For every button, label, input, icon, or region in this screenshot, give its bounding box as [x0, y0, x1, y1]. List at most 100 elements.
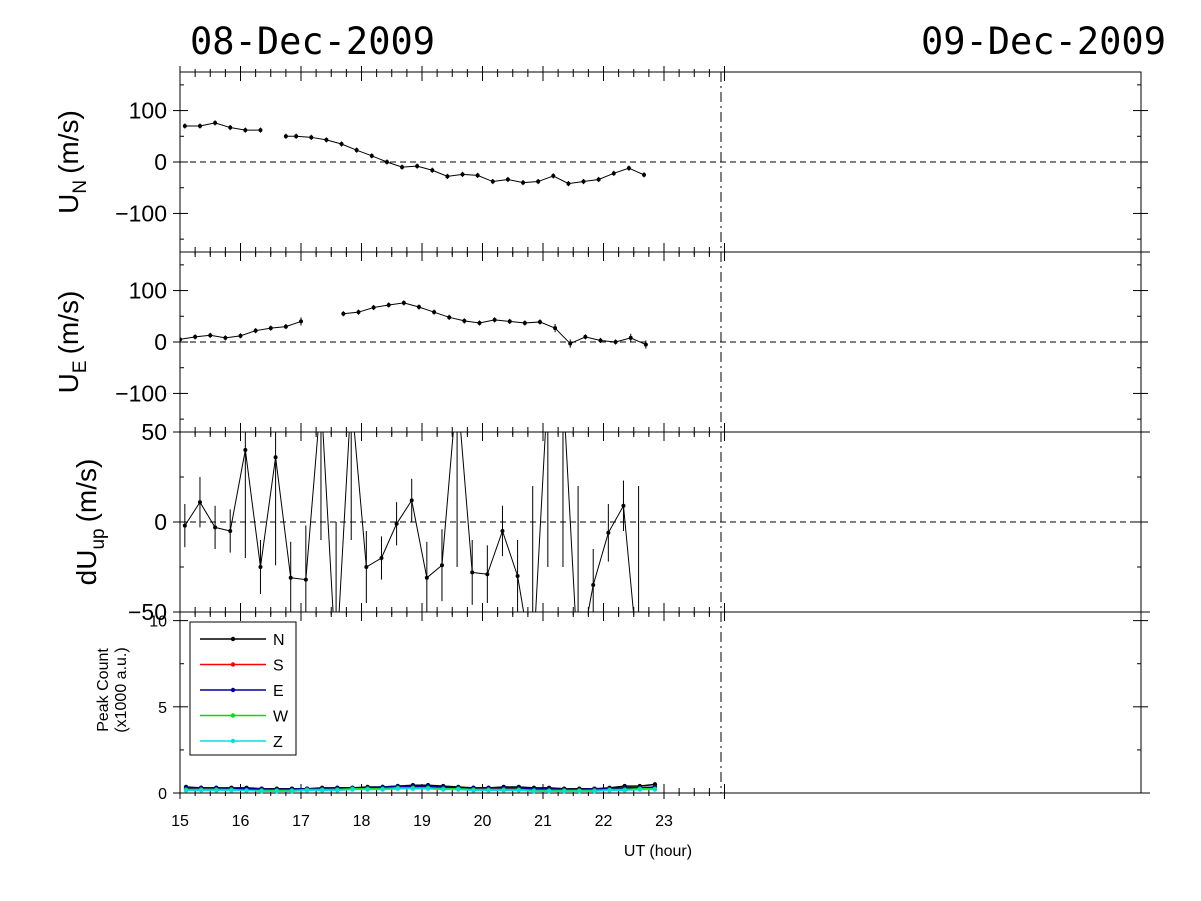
data-point: [182, 523, 187, 528]
x-tick-label: 15: [171, 813, 189, 830]
series-line: [285, 135, 645, 185]
data-point: [500, 529, 505, 533]
data-point: [197, 500, 202, 505]
data-point: [626, 166, 631, 171]
data-point: [253, 328, 258, 333]
data-point: [492, 317, 497, 322]
data-point: [299, 319, 303, 324]
data-point: [197, 124, 202, 128]
y-tick-label: 100: [129, 278, 167, 304]
series-point-z: [425, 786, 431, 791]
data-point: [566, 181, 571, 186]
data-point: [561, 385, 565, 389]
data-point: [521, 180, 526, 185]
legend-label-s: S: [273, 658, 284, 675]
right-date-label: 09-Dec-2009: [921, 20, 1166, 63]
data-point: [369, 153, 374, 158]
x-tick-label: 20: [474, 813, 492, 830]
series-point-z: [546, 789, 552, 794]
data-point: [415, 164, 420, 169]
dup-ylabel: dUup(m/s): [71, 459, 109, 586]
data-point: [432, 310, 437, 315]
series-point-z: [214, 788, 219, 793]
data-point: [294, 134, 299, 139]
series-point-z: [622, 788, 627, 793]
panel-ue: UE(m/s) 100 0 −100: [53, 251, 1150, 438]
data-point: [379, 556, 384, 560]
data-point: [409, 498, 414, 503]
data-point: [386, 302, 391, 307]
series-point-z: [274, 789, 279, 794]
series-point-z: [486, 788, 491, 793]
panel-un: UN(m/s) 100 0 −100: [53, 66, 1150, 258]
series-point-z: [561, 789, 567, 794]
series-point-z: [335, 788, 340, 793]
data-point: [401, 300, 406, 305]
svg-text:dUup(m/s): dUup(m/s): [71, 459, 109, 586]
data-point: [354, 148, 359, 153]
series-point-z: [410, 786, 416, 791]
data-point: [180, 337, 182, 342]
series-point-z: [607, 788, 612, 793]
x-tick-label: 22: [595, 813, 613, 830]
data-point: [643, 342, 648, 347]
series-point-z: [183, 788, 189, 793]
series-point-z: [289, 789, 295, 794]
y-tick-label: 50: [141, 419, 167, 445]
data-point: [394, 521, 399, 526]
data-point: [447, 315, 452, 320]
data-point: [193, 334, 198, 339]
legend-label-w: W: [273, 709, 289, 726]
x-tick-label: 18: [353, 813, 371, 830]
data-point: [537, 319, 542, 324]
data-point: [364, 565, 369, 569]
data-point: [455, 385, 459, 389]
peak-count-ylabel: Peak Count (x1000 a.u.): [95, 647, 130, 732]
data-point: [591, 583, 596, 587]
series-point-z: [350, 787, 355, 792]
data-point: [208, 333, 213, 338]
data-point: [213, 525, 218, 530]
series-point-z: [501, 788, 506, 793]
series-point-z: [637, 787, 642, 792]
y-tick-label: 0: [154, 329, 167, 355]
data-point: [477, 320, 482, 325]
data-point: [522, 320, 527, 325]
x-axis-title: UT (hour): [624, 843, 692, 860]
x-tick-label: 23: [655, 813, 673, 830]
data-point: [334, 664, 338, 668]
series-point-z: [440, 787, 446, 792]
y-tick-label: −50: [128, 599, 167, 625]
data-point: [551, 173, 556, 178]
series-line-w: [186, 787, 655, 792]
x-tick-label: 16: [232, 813, 250, 830]
data-point: [268, 326, 273, 331]
series-point-z: [395, 786, 400, 791]
series-point-z: [592, 789, 597, 794]
svg-text:UE(m/s): UE(m/s): [53, 291, 91, 394]
data-point: [400, 165, 405, 170]
series-point-z: [304, 788, 310, 793]
data-point: [283, 134, 288, 139]
data-point: [515, 574, 520, 578]
data-point: [613, 340, 618, 344]
data-point: [319, 394, 323, 398]
x-tick-label: 17: [292, 813, 310, 830]
data-point: [349, 394, 353, 398]
series-point-z: [229, 788, 234, 793]
data-point: [490, 179, 495, 184]
data-point: [273, 455, 278, 460]
y-tick-label: −100: [115, 380, 167, 406]
data-point: [531, 664, 535, 668]
data-point: [445, 174, 450, 179]
data-point: [309, 135, 314, 140]
data-point: [621, 503, 626, 508]
data-point: [182, 124, 187, 128]
series-point-z: [259, 789, 264, 794]
legend-label-e: E: [273, 683, 284, 700]
data-point: [583, 334, 588, 339]
series-line-e: [186, 785, 655, 791]
series-point-z: [365, 787, 370, 792]
